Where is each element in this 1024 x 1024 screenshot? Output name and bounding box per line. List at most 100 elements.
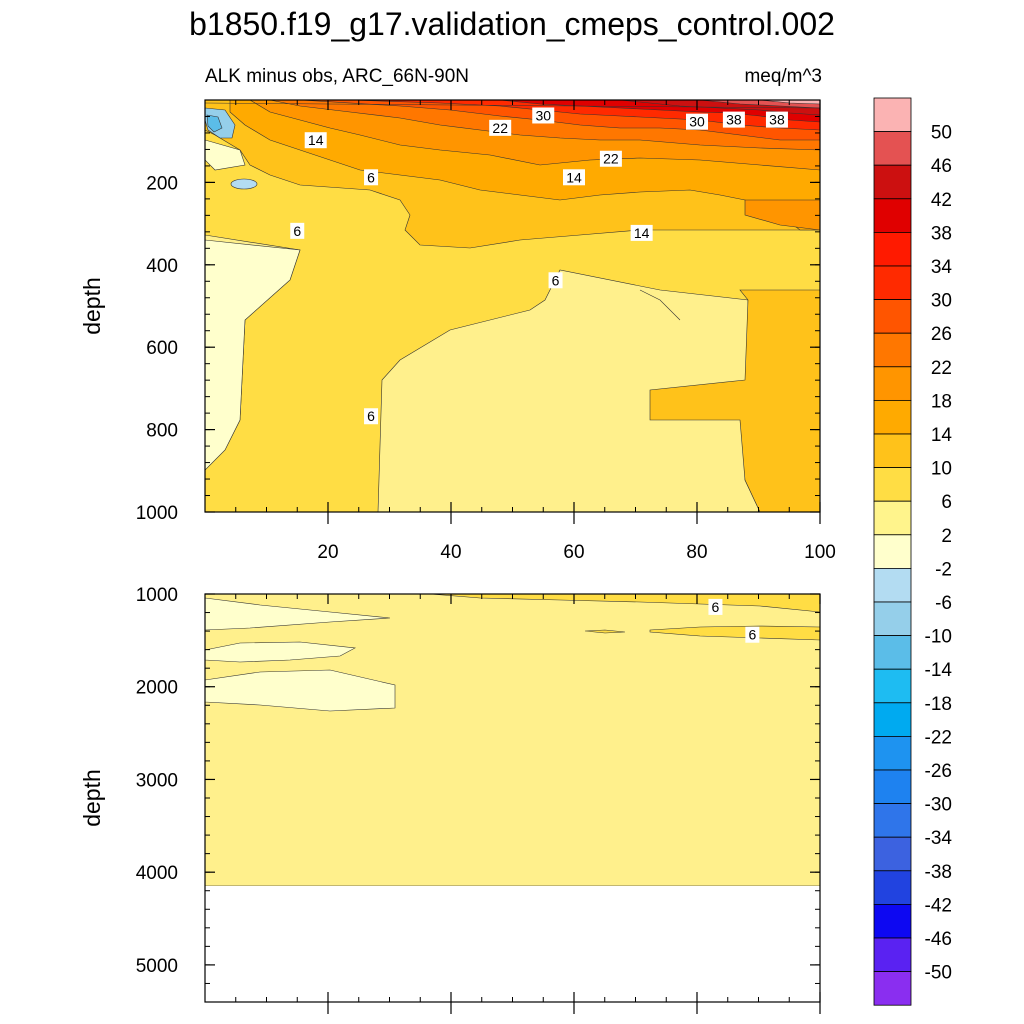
- lower-fill-band-6: [429, 594, 820, 613]
- colorbar-label: 38: [931, 223, 952, 244]
- colorbar-swatch: [873, 366, 912, 401]
- contour-label-box: [532, 107, 555, 124]
- lower-fill-band-2: [205, 594, 820, 887]
- x-tick-label: 20: [317, 542, 338, 563]
- colorbar-label: -46: [925, 929, 952, 950]
- contour-label: 38: [726, 112, 742, 128]
- lower-contour-labels: 66: [708, 598, 760, 643]
- contour-label-box: [364, 408, 379, 425]
- colorbar-label: -14: [925, 660, 953, 681]
- fill-band-18-patch: [744, 199, 820, 231]
- contour-label: 14: [566, 169, 582, 185]
- colorbar-swatch: [873, 668, 912, 704]
- colorbar-label: 50: [931, 123, 952, 144]
- contour-label-box: [765, 111, 788, 128]
- colorbar-label: 22: [931, 358, 952, 379]
- lower-y-axis-label: depth: [79, 769, 105, 827]
- upper-y-axis: 200 400 600 800 1000: [136, 99, 820, 524]
- y-tick-label: 3000: [136, 770, 178, 791]
- contour-label-box: [745, 626, 760, 643]
- contour-label-box: [563, 169, 585, 186]
- colorbar-swatch: [873, 399, 912, 435]
- colorbar-label: 14: [931, 425, 953, 446]
- colorbar-label: -38: [925, 862, 952, 883]
- colorbar-label: 18: [931, 391, 952, 412]
- y-tick-label: 2000: [136, 678, 178, 699]
- colorbar-swatch: [873, 332, 912, 368]
- contour-label-box: [708, 598, 723, 615]
- contour-label: 30: [689, 114, 705, 130]
- fill-band-minus2-blob: [230, 178, 258, 190]
- contour-label: 30: [535, 107, 551, 123]
- colorbar-swatch: [873, 500, 912, 536]
- y-tick-label: 800: [146, 421, 178, 442]
- contour-label: 38: [769, 112, 785, 128]
- y-tick-label: 1000: [136, 585, 178, 606]
- colorbar-label: -50: [925, 963, 952, 984]
- lower-fill-band-minus2-c: [205, 669, 396, 712]
- colorbar-swatch: [873, 601, 912, 636]
- contour-label-box: [364, 169, 379, 186]
- colorbar-label: -42: [925, 895, 952, 916]
- y-tick-label: 4000: [136, 863, 178, 884]
- units-label: meq/m^3: [744, 66, 822, 87]
- colorbar-label: 2: [941, 526, 952, 547]
- colorbar-swatch: [873, 971, 912, 1006]
- colorbar-swatch: [873, 870, 912, 905]
- fill-band-minus10: [206, 114, 223, 133]
- colorbar-swatch: [873, 769, 912, 804]
- contour-label: 6: [293, 223, 301, 239]
- colorbar-label: 42: [931, 190, 952, 211]
- contour-label-box: [290, 222, 305, 239]
- fill-band-minus2-top: [205, 139, 246, 171]
- lower-y-axis: 1000 2000 3000 4000 5000: [136, 585, 820, 1003]
- contour-label: 6: [748, 627, 756, 643]
- colorbar-swatch: [873, 467, 912, 502]
- x-tick-label: 40: [440, 542, 461, 563]
- contour-label-box: [686, 113, 708, 130]
- colorbar-label: 46: [931, 156, 952, 177]
- x-tick-label: 60: [563, 542, 584, 563]
- contour-label: 6: [712, 599, 720, 615]
- fill-band-10: [205, 100, 820, 512]
- colorbar-swatch: [873, 97, 912, 132]
- contour-label: 22: [603, 151, 619, 167]
- y-tick-label: 5000: [136, 956, 178, 977]
- contour-label-box: [489, 119, 512, 136]
- x-tick-label: 100: [804, 542, 836, 563]
- colorbar-label: -34: [925, 828, 953, 849]
- colorbar-swatch: [873, 534, 912, 569]
- contour-label: 22: [492, 120, 508, 136]
- colorbar-swatch: [873, 937, 912, 972]
- colorbar-swatch: [873, 836, 912, 872]
- colorbar-swatch: [873, 299, 912, 334]
- contour-label-box: [548, 272, 563, 289]
- lower-fill-band-minus2-a: [205, 597, 391, 631]
- y-tick-label: 200: [146, 173, 178, 194]
- contour-label: 6: [367, 408, 375, 424]
- colorbar-swatch: [873, 198, 912, 233]
- x-tick-label: 80: [686, 542, 707, 563]
- colorbar-label: 30: [931, 291, 952, 312]
- colorbar-label: -6: [935, 593, 952, 614]
- colorbar-label: 6: [941, 492, 952, 513]
- colorbar-swatch: [873, 904, 912, 939]
- upper-contour-labels: 30 22 30 38 38 14 22 14 6 6 14 6 6: [290, 107, 788, 425]
- colorbar: 50 46 42 38 34 30 26 22 18 14 10 6 2 -2 -6 -10 -14 -18 -22…: [873, 97, 953, 1006]
- colorbar-label: -18: [925, 694, 952, 715]
- y-tick-label: 1000: [136, 503, 178, 524]
- contour-label-box: [599, 150, 622, 167]
- colorbar-swatch: [873, 736, 912, 771]
- ocean-floor-mask: [205, 886, 820, 1002]
- colorbar-label: 34: [931, 257, 953, 278]
- y-tick-label: 600: [146, 338, 178, 359]
- colorbar-swatch: [873, 231, 912, 267]
- contour-label-box: [630, 224, 653, 241]
- colorbar-label: -2: [935, 559, 952, 580]
- colorbar-label: 10: [931, 459, 952, 480]
- colorbar-label: -30: [925, 795, 952, 816]
- colorbar-swatch: [873, 635, 912, 670]
- lower-fill-band-minus2-b: [205, 641, 356, 663]
